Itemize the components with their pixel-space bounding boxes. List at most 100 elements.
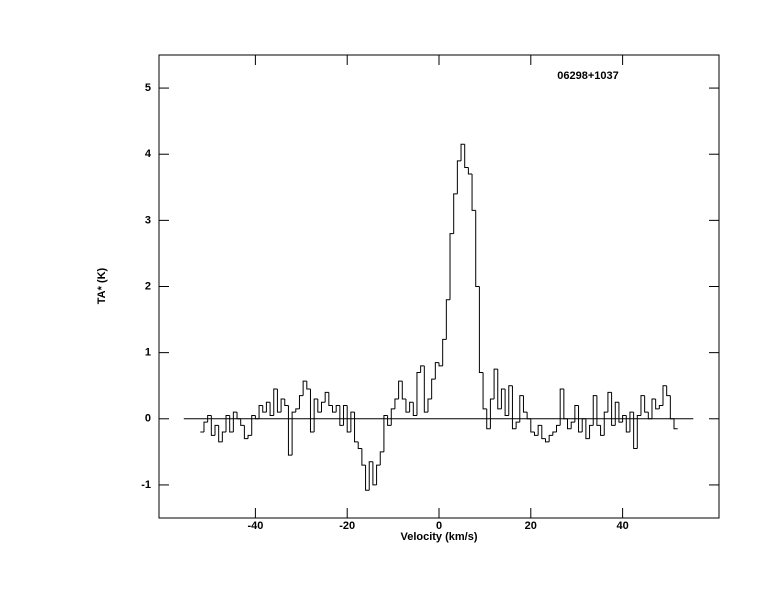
spectrum-channel: [214, 424, 219, 436]
spectrum-channel: [354, 412, 359, 443]
spectrum-channel: [504, 389, 509, 416]
spectrum-channel: [365, 465, 370, 491]
spectrum-channel: [379, 451, 384, 466]
spectrum-channel: [324, 391, 329, 403]
x-tick-label: -40: [247, 520, 263, 532]
spectrum-channel: [559, 388, 564, 426]
spectrum-channel: [412, 402, 417, 416]
spectrum-channel: [471, 174, 476, 211]
spectrum-channel: [269, 402, 274, 416]
spectrum-channel: [409, 401, 414, 413]
spectrum-channel: [508, 385, 513, 416]
spectrum-channel: [633, 412, 638, 450]
spectrum-channel: [368, 461, 373, 491]
spectrum-channel: [416, 371, 421, 416]
spectrum-channel: [489, 398, 495, 429]
spectrum-channel: [519, 395, 524, 423]
spectrum-channel: [530, 418, 535, 433]
spectrum-channel: [236, 412, 241, 420]
spectrum-channel: [390, 408, 395, 426]
spectrum-channel: [662, 385, 667, 406]
spectrum-channel: [611, 392, 616, 426]
spectrum-channel: [431, 378, 436, 399]
spectrum-channel: [669, 395, 675, 420]
spectrum-channel: [618, 402, 623, 423]
spectrum-channel: [603, 411, 608, 436]
spectrum-channel: [651, 398, 656, 419]
x-tick-label: 40: [616, 520, 628, 532]
spectrum-channel: [423, 365, 428, 413]
spectrum-channel: [401, 381, 406, 400]
spectrum-channel: [361, 448, 366, 466]
chart-title: 06298+1037: [557, 70, 618, 82]
spectrum-channel: [251, 414, 256, 436]
spectrum-channel: [339, 405, 344, 426]
spectrum-channel: [284, 398, 289, 407]
y-tick-label: 2: [145, 280, 151, 292]
spectrum-channel: [218, 425, 223, 443]
spectrum-channel: [526, 412, 531, 420]
spectrum-channel: [622, 414, 627, 423]
spectrum-channel: [309, 389, 315, 433]
spectrum-channel: [258, 405, 263, 419]
spectrum-channel: [302, 380, 307, 396]
spectrum-channel: [229, 415, 234, 433]
spectrum-channel: [453, 193, 458, 234]
spectrum-channel: [625, 415, 630, 433]
spectrum-channel: [544, 438, 550, 443]
spectrum-channel: [460, 143, 465, 161]
spectrum-channel: [552, 431, 557, 436]
y-tick-label: 5: [145, 82, 151, 94]
spectrum-channel: [556, 424, 561, 433]
spectrum-channel: [449, 233, 454, 300]
spectrum-channel: [442, 338, 447, 366]
spectrum-channel: [589, 424, 594, 439]
spectrum-channel: [332, 405, 337, 413]
y-tick-label: 3: [145, 214, 151, 226]
spectrum-channel: [372, 461, 377, 486]
spectrum-channel: [295, 408, 300, 413]
spectrum-channel: [464, 144, 469, 168]
spectrum-channel: [497, 369, 502, 410]
spectrum-channel: [522, 395, 528, 413]
spectrum-channel: [486, 408, 491, 430]
spectrum-channel: [240, 418, 245, 426]
spectrum-channel: [515, 421, 520, 429]
spectrum-channel: [666, 385, 671, 397]
spectrum-channel: [596, 395, 601, 426]
spectrum-channel: [427, 398, 432, 413]
spectrum-channel: [343, 405, 348, 426]
spectrum-channel: [291, 411, 296, 456]
spectrum-channel: [357, 441, 362, 450]
spectrum-channel: [247, 434, 252, 439]
x-tick-label: 20: [525, 520, 537, 532]
spectrum-channel: [221, 431, 227, 442]
spectrum-channel: [581, 418, 586, 433]
y-tick-label: -1: [141, 479, 151, 491]
spectrum-channel: [306, 381, 311, 390]
spectrum-channel: [600, 425, 605, 436]
y-tick-label: 4: [145, 148, 152, 160]
x-tick-label: -20: [339, 520, 355, 532]
spectrum-channel: [287, 405, 293, 456]
spectrum-channel: [387, 415, 392, 426]
spectrum-channel: [467, 167, 473, 175]
spectrum-channel: [647, 412, 652, 420]
spectrum-channel: [592, 395, 597, 426]
spectrum-channel: [243, 425, 249, 440]
spectrum-channel: [276, 389, 282, 413]
spectrum-channel: [320, 401, 326, 413]
spectrum-channel: [420, 365, 425, 373]
spectrum-channel: [640, 395, 645, 416]
spectrum-channel: [500, 388, 506, 409]
spectrum-channel: [434, 362, 439, 380]
spectrum-channel: [317, 398, 322, 413]
spectrum-channel: [482, 372, 487, 410]
spectrum-channel: [629, 411, 634, 433]
spectrum-channel: [350, 411, 355, 433]
spectrum-channel: [493, 368, 498, 399]
spectrum-channel: [254, 415, 260, 420]
spectrum-channel: [475, 210, 480, 287]
spectrum-channel: [511, 385, 517, 430]
